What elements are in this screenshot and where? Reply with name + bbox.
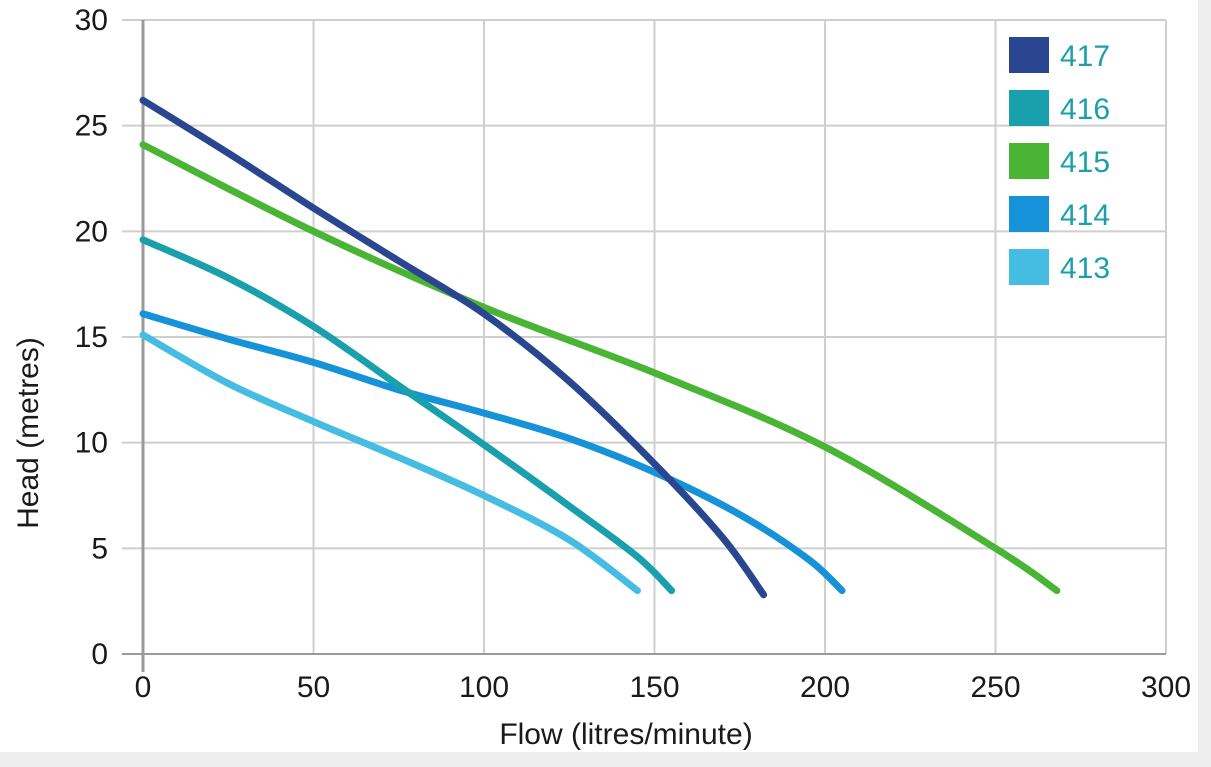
legend: 417 416 415 414 413 [1009, 37, 1110, 285]
legend-swatch-415 [1009, 143, 1049, 179]
series-line-415 [139, 141, 1061, 595]
x-tick-label: 300 [1141, 671, 1191, 704]
legend-label-415: 415 [1060, 146, 1110, 179]
legend-swatch-417 [1009, 37, 1049, 73]
legend-label-416: 416 [1060, 93, 1110, 126]
y-tick-label: 20 [75, 215, 108, 248]
grid [122, 19, 1167, 654]
x-tick-label: 250 [970, 671, 1020, 704]
x-axis-label: Flow (litres/minute) [499, 718, 752, 751]
y-tick-label: 5 [91, 532, 108, 565]
legend-label-413: 413 [1060, 252, 1110, 285]
chart-card: 0 50 100 150 200 250 300 0 5 10 15 20 25 30 417 416 415… [0, 0, 1198, 752]
x-tick-label: 200 [800, 671, 850, 704]
y-tick-label: 25 [75, 110, 108, 143]
series-lines [139, 96, 1061, 599]
y-tick-label: 10 [75, 427, 108, 460]
axes [122, 20, 1166, 672]
tick-labels: 0 50 100 150 200 250 300 0 5 10 15 20 25 30 [75, 4, 1191, 704]
x-tick-label: 50 [297, 671, 330, 704]
series-line-416 [139, 236, 676, 595]
x-tick-label: 100 [459, 671, 509, 704]
y-axis-label: Head (metres) [12, 337, 45, 529]
y-tick-label: 30 [75, 4, 108, 37]
x-tick-label: 0 [135, 671, 152, 704]
y-tick-label: 0 [91, 638, 108, 671]
legend-swatch-416 [1009, 90, 1049, 126]
legend-label-414: 414 [1060, 199, 1110, 232]
legend-swatch-413 [1009, 249, 1049, 285]
series-line-413 [139, 331, 641, 595]
series-line-417 [139, 96, 768, 599]
pump-performance-chart: 0 50 100 150 200 250 300 0 5 10 15 20 25 30 417 416 415… [12, 4, 1191, 751]
series-line-414 [139, 310, 846, 595]
legend-label-417: 417 [1060, 40, 1110, 73]
legend-swatch-414 [1009, 196, 1049, 232]
x-tick-label: 150 [629, 671, 679, 704]
y-tick-label: 15 [75, 321, 108, 354]
